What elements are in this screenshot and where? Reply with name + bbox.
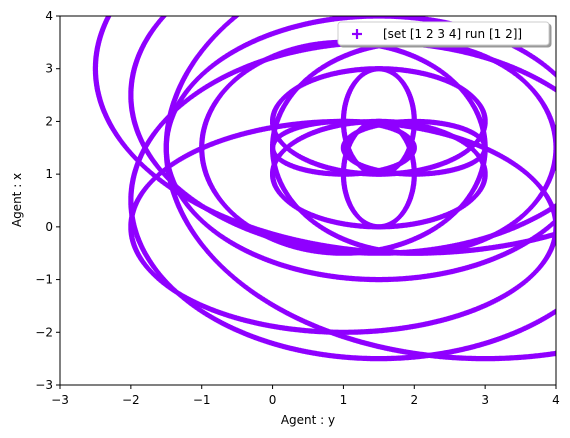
x-tick-label: −1 (193, 393, 211, 407)
x-tick-label: 0 (269, 393, 277, 407)
data-point-trace (164, 0, 570, 361)
x-axis: −3 −2 −1 0 1 2 3 4 (51, 385, 560, 407)
y-tick-label: 2 (45, 114, 53, 128)
data-point-trace (164, 13, 570, 282)
y-tick-label: −3 (35, 378, 53, 392)
legend: [set [1 2 3 4] run [1 2]] (338, 22, 549, 45)
y-tick-label: 4 (45, 9, 53, 23)
y-tick-label: 1 (45, 167, 53, 181)
y-tick-label: −2 (35, 325, 53, 339)
x-tick-label: 1 (340, 393, 348, 407)
x-tick-label: 2 (410, 393, 418, 407)
y-tick-label: −1 (35, 273, 53, 287)
y-axis-label: Agent : x (10, 173, 24, 227)
x-tick-label: −3 (51, 393, 69, 407)
x-tick-label: 3 (481, 393, 489, 407)
x-tick-label: −2 (122, 393, 140, 407)
legend-label: [set [1 2 3 4] run [1 2]] (383, 27, 522, 41)
y-tick-label: 0 (45, 220, 53, 234)
y-tick-label: 3 (45, 62, 53, 76)
x-axis-label: Agent : y (281, 413, 335, 427)
y-axis: −3 −2 −1 0 1 2 3 4 (35, 9, 60, 392)
x-tick-label: 4 (552, 393, 560, 407)
data-points (93, 0, 570, 361)
